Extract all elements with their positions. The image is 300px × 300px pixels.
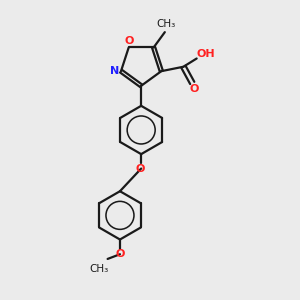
Text: OH: OH bbox=[196, 49, 215, 59]
Text: O: O bbox=[189, 84, 198, 94]
Text: CH₃: CH₃ bbox=[157, 19, 176, 29]
Text: N: N bbox=[110, 66, 119, 76]
Text: CH₃: CH₃ bbox=[90, 264, 109, 274]
Text: O: O bbox=[136, 164, 145, 173]
Text: O: O bbox=[115, 249, 125, 259]
Text: O: O bbox=[124, 36, 134, 46]
